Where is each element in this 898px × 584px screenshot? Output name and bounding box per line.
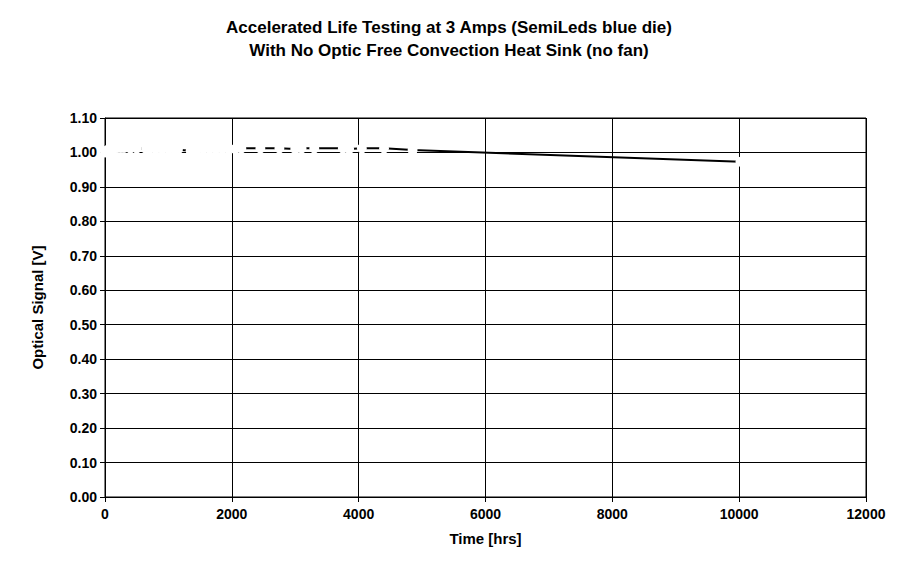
svg-text:0.20: 0.20 [70,420,97,436]
svg-text:6000: 6000 [470,506,501,522]
svg-text:2000: 2000 [216,506,247,522]
svg-text:0.00: 0.00 [70,489,97,505]
svg-text:0.30: 0.30 [70,386,97,402]
svg-text:0.90: 0.90 [70,179,97,195]
svg-text:0.50: 0.50 [70,317,97,333]
svg-text:10000: 10000 [720,506,759,522]
svg-text:12000: 12000 [847,506,886,522]
svg-text:0.80: 0.80 [70,213,97,229]
svg-text:1.10: 1.10 [70,110,97,126]
svg-text:8000: 8000 [597,506,628,522]
svg-text:0.70: 0.70 [70,248,97,264]
svg-text:With No Optic Free Convection: With No Optic Free Convection Heat Sink … [249,41,648,60]
svg-text:Time [hrs]: Time [hrs] [449,530,521,547]
svg-text:0.40: 0.40 [70,351,97,367]
svg-text:0.60: 0.60 [70,282,97,298]
svg-text:0.10: 0.10 [70,455,97,471]
svg-text:Accelerated Life Testing at 3: Accelerated Life Testing at 3 Amps (Semi… [226,18,672,37]
svg-text:0: 0 [101,506,109,522]
svg-text:1.00: 1.00 [70,144,97,160]
svg-text:Optical Signal [V]: Optical Signal [V] [29,245,46,369]
svg-text:4000: 4000 [343,506,374,522]
